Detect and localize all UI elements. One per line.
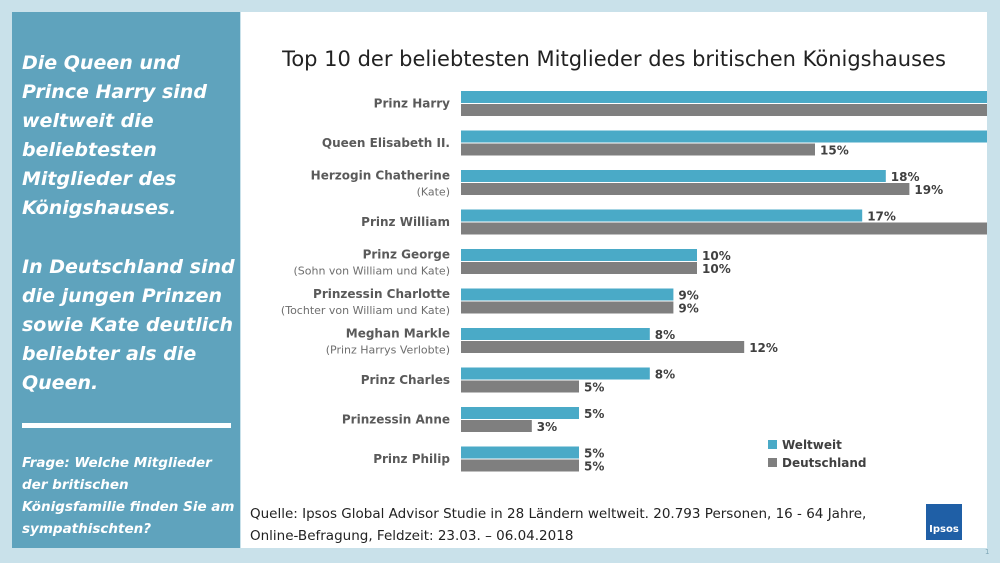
category-note-meghan-markle: (Prinz Harrys Verlobte) [326, 344, 450, 357]
bar-deutschland-herzogin-chatherine [461, 183, 910, 195]
bar-deutschland-prinz-george [461, 262, 697, 274]
bar-weltweit-prinz-charles [461, 367, 650, 380]
subline-text: In Deutschland sind die jungen Prinzen s… [22, 256, 235, 394]
left-sidebar-panel: Die Queen und Prince Harry sind weltweit… [12, 12, 240, 548]
value-label-deutschland-herzogin-chatherine: 19% [914, 183, 943, 197]
source-note: Quelle: Ipsos Global Advisor Studie in 2… [250, 503, 890, 547]
bar-weltweit-prinz-william [461, 209, 863, 222]
bar-weltweit-prinz-george [461, 249, 697, 261]
value-label-deutschland-prinzessin-anne: 3% [537, 420, 557, 434]
source-line-2: Online-Befragung, Feldzeit: 23.03. – 06.… [250, 528, 574, 544]
source-line-1: Quelle: Ipsos Global Advisor Studie in 2… [250, 506, 867, 522]
legend-swatch-weltweit [768, 440, 777, 449]
bar-deutschland-meghan-markle [461, 341, 745, 353]
value-label-deutschland-queen-elisabeth-ii: 15% [820, 144, 849, 158]
category-label-prinz-charles: Prinz Charles [361, 373, 450, 387]
legend-label-weltweit: Weltweit [782, 438, 842, 452]
legend-label-deutschland: Deutschland [782, 456, 867, 470]
value-label-weltweit-prinz-william: 17% [867, 210, 896, 224]
value-label-deutschland-prinz-charles: 5% [584, 381, 604, 395]
bar-deutschland-queen-elisabeth-ii [461, 143, 815, 156]
category-label-prinzessin-anne: Prinzessin Anne [342, 413, 450, 427]
value-label-weltweit-prinz-philip: 5% [584, 447, 604, 461]
category-note-herzogin-chatherine: (Kate) [417, 186, 450, 199]
chart-panel: Top 10 der beliebtesten Mitglieder des b… [241, 12, 987, 548]
bar-deutschland-prinzessin-anne [461, 420, 532, 432]
bar-chart: Prinz Harry23%27%Queen Elisabeth II.23%1… [281, 91, 987, 474]
value-label-weltweit-prinzessin-charlotte: 9% [678, 289, 698, 303]
divider [22, 423, 231, 428]
bar-weltweit-prinz-harry [461, 91, 987, 103]
category-note-prinzessin-charlotte: (Tochter von William und Kate) [281, 304, 450, 317]
bar-deutschland-prinz-charles [461, 380, 579, 393]
category-label-prinz-george: Prinz George [363, 248, 450, 262]
category-label-queen-elisabeth-ii: Queen Elisabeth II. [322, 136, 450, 150]
bar-weltweit-prinz-philip [461, 446, 579, 459]
bar-weltweit-prinzessin-charlotte [461, 288, 674, 301]
value-label-weltweit-prinzessin-anne: 5% [584, 407, 604, 421]
category-note-prinz-george: (Sohn von William und Kate) [293, 265, 450, 278]
value-label-weltweit-prinz-charles: 8% [655, 368, 675, 382]
value-label-deutschland-prinzessin-charlotte: 9% [678, 302, 698, 316]
category-label-meghan-markle: Meghan Markle [346, 327, 450, 341]
category-label-prinz-william: Prinz William [361, 215, 450, 229]
value-label-deutschland-prinz-philip: 5% [584, 460, 604, 474]
value-label-weltweit-herzogin-chatherine: 18% [891, 170, 920, 184]
page-number: 1 [985, 548, 990, 556]
ipsos-logo: Ipsos [926, 504, 962, 540]
bar-weltweit-prinzessin-anne [461, 407, 579, 419]
value-label-deutschland-prinz-george: 10% [702, 262, 731, 276]
value-label-deutschland-meghan-markle: 12% [749, 341, 778, 355]
bar-weltweit-herzogin-chatherine [461, 170, 886, 182]
bar-deutschland-prinz-harry [461, 104, 987, 116]
bar-deutschland-prinzessin-charlotte [461, 301, 674, 314]
headline-text: Die Queen und Prince Harry sind weltweit… [22, 52, 207, 219]
category-label-prinz-philip: Prinz Philip [373, 452, 450, 466]
category-label-prinz-harry: Prinz Harry [374, 97, 451, 111]
value-label-weltweit-prinz-george: 10% [702, 249, 731, 263]
bar-deutschland-prinz-william [461, 222, 987, 235]
legend-swatch-deutschland [768, 458, 777, 467]
chart-title: Top 10 der beliebtesten Mitglieder des b… [282, 47, 946, 71]
category-label-prinzessin-charlotte: Prinzessin Charlotte [313, 287, 450, 301]
bar-weltweit-queen-elisabeth-ii [461, 130, 987, 143]
question-text: Frage: Welche Mitglieder der britischen … [22, 455, 235, 537]
bar-deutschland-prinz-philip [461, 459, 579, 472]
category-label-herzogin-chatherine: Herzogin Chatherine [311, 169, 450, 183]
bar-weltweit-meghan-markle [461, 328, 650, 340]
value-label-weltweit-meghan-markle: 8% [655, 328, 675, 342]
